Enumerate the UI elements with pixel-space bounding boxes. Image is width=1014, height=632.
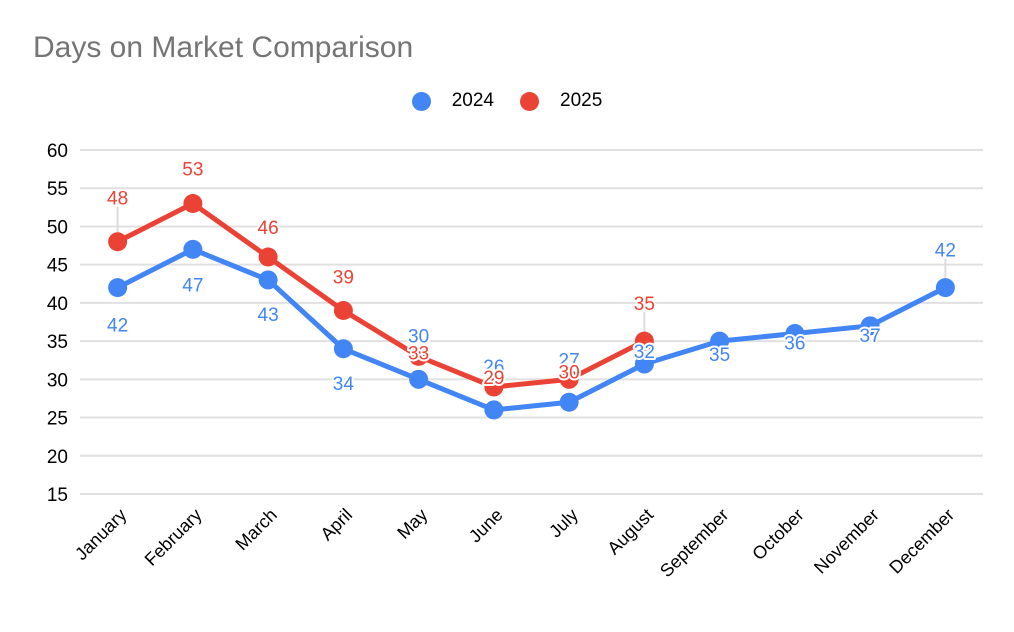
legend-swatch-2024-icon [411, 91, 431, 111]
data-label-2025-april: 39 [333, 268, 354, 289]
data-point-2024-november[interactable] [860, 316, 880, 336]
legend-item-2025[interactable]: 2025 [520, 90, 602, 112]
x-axis-label-september: September [656, 505, 732, 581]
data-point-2024-april[interactable] [333, 339, 353, 359]
data-point-2024-june[interactable] [484, 400, 504, 420]
data-point-2025-april[interactable] [333, 301, 353, 321]
data-point-2025-march[interactable] [258, 247, 278, 267]
series-line-2025 [115, 201, 647, 390]
legend-item-2024[interactable]: 2024 [411, 90, 494, 112]
data-label-2024-december: 42 [935, 241, 956, 262]
data-label-2024-august: 32 [634, 342, 655, 363]
x-axis-label-march: March [231, 505, 281, 555]
data-point-2024-july[interactable] [559, 392, 579, 412]
data-label-2024-october: 36 [784, 333, 805, 354]
data-label-2024-march: 43 [258, 305, 279, 326]
data-point-2025-june[interactable] [484, 377, 504, 397]
data-point-2025-august[interactable] [634, 331, 654, 351]
data-label-2024-april: 34 [333, 374, 355, 395]
data-label-2024-february: 47 [182, 275, 203, 296]
data-point-2025-january[interactable] [108, 232, 128, 252]
x-axis-label-june: June [465, 505, 507, 547]
data-label-2025-june: 29 [483, 368, 504, 389]
data-label-2025-january: 48 [107, 189, 128, 210]
x-axis-label-august: August [603, 505, 657, 559]
y-tick-label-20: 20 [47, 447, 68, 468]
data-point-2024-march[interactable] [258, 270, 278, 290]
data-point-2025-may[interactable] [409, 346, 429, 366]
legend: 2024 2025 [0, 90, 1014, 112]
x-axis-label-february: February [141, 505, 206, 570]
data-label-2024-may: 30 [408, 326, 429, 347]
y-tick-label-60: 60 [47, 141, 68, 162]
data-point-2024-december[interactable] [935, 278, 955, 298]
data-label-2025-may: 33 [408, 343, 429, 364]
x-axis-label-december: December [885, 505, 958, 578]
x-axis-label-july: July [545, 505, 582, 542]
y-tick-label-45: 45 [47, 256, 68, 277]
data-label-2025-february: 53 [182, 160, 203, 181]
data-point-2024-october[interactable] [785, 323, 805, 343]
y-tick-label-50: 50 [47, 217, 68, 238]
legend-label-2025: 2025 [560, 90, 603, 111]
y-tick-label-55: 55 [47, 179, 68, 200]
series-line-2024 [115, 246, 948, 413]
y-tick-label-40: 40 [47, 294, 68, 315]
y-tick-label-25: 25 [47, 409, 68, 430]
legend-label-2024: 2024 [451, 90, 494, 111]
data-point-2024-september[interactable] [710, 331, 730, 351]
data-point-2025-july[interactable] [559, 369, 579, 389]
data-label-2024-july: 27 [559, 350, 580, 371]
x-axis-label-april: April [317, 505, 357, 545]
y-tick-label-30: 30 [47, 370, 68, 391]
data-label-2024-january: 42 [107, 316, 128, 337]
y-tick-label-15: 15 [47, 485, 68, 506]
legend-swatch-2025-icon [520, 91, 539, 111]
data-point-2024-may[interactable] [409, 369, 429, 389]
y-tick-label-35: 35 [47, 332, 68, 353]
data-label-2025-august: 35 [634, 294, 655, 315]
data-point-2025-february[interactable] [183, 194, 203, 214]
data-label-2024-november: 37 [860, 326, 881, 347]
x-axis-label-january: January [71, 505, 130, 564]
chart-title: Days on Market Comparison [33, 31, 414, 64]
x-axis-label-october: October [748, 505, 807, 564]
data-point-2024-january[interactable] [108, 278, 128, 298]
data-label-2024-june: 26 [483, 357, 504, 378]
data-label-2025-march: 46 [258, 218, 279, 239]
x-axis-label-november: November [810, 505, 883, 578]
data-point-2024-february[interactable] [183, 239, 203, 259]
data-label-2025-july: 30 [559, 362, 580, 383]
data-point-2024-august[interactable] [634, 354, 654, 374]
data-label-2024-september: 35 [709, 345, 730, 366]
x-axis-label-may: May [393, 505, 431, 543]
